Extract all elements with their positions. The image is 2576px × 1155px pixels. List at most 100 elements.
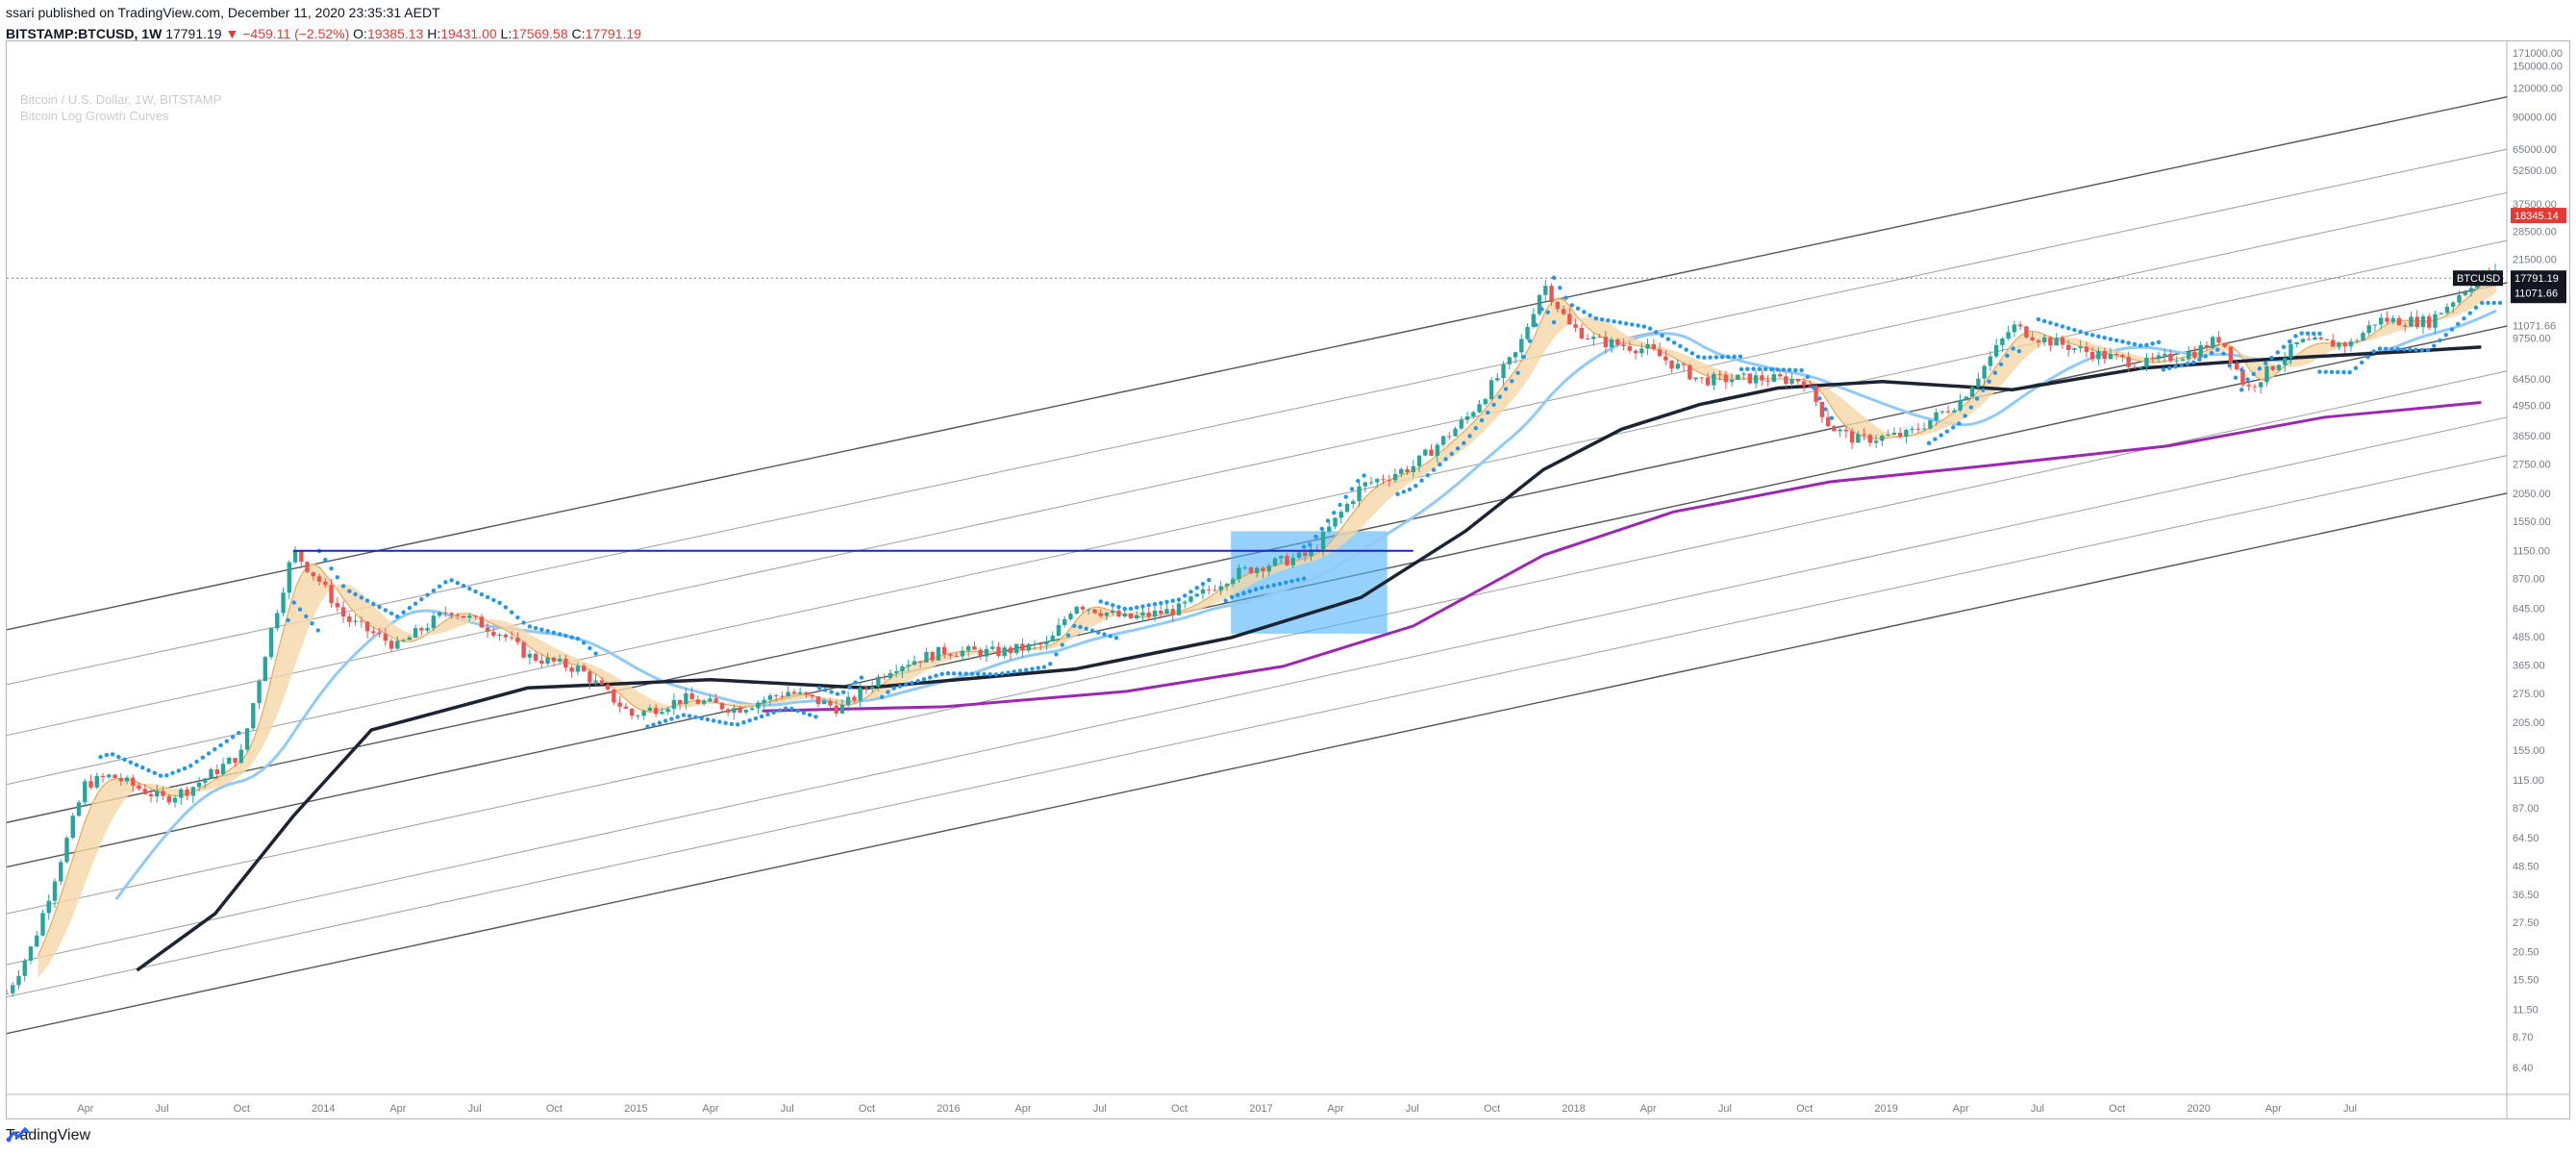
candle-body — [244, 728, 250, 750]
time-tick-label: Jul — [2031, 1103, 2044, 1115]
candle-body — [371, 631, 376, 634]
sar-dot — [551, 630, 557, 636]
candle-body — [1237, 567, 1241, 580]
candle-body — [2174, 361, 2179, 363]
candle-body — [876, 676, 881, 688]
sar-dot — [771, 710, 776, 715]
candle-body — [1993, 344, 1999, 357]
sar-dot — [146, 767, 151, 773]
candle-body — [1002, 647, 1007, 656]
price-chart[interactable]: 171000.00 150000.00 120000.00 90000.00 65000… — [7, 41, 2569, 1118]
candle-body — [515, 638, 520, 642]
sar-dot — [2317, 369, 2322, 374]
candle-body — [936, 646, 941, 661]
candle-body — [2276, 364, 2282, 370]
time-tick-label: Oct — [1171, 1103, 1188, 1115]
sar-dot — [1719, 355, 1725, 360]
candle-body — [588, 671, 592, 683]
time-tick-label: Jul — [781, 1103, 794, 1115]
sar-dot — [759, 714, 764, 719]
sar-dot — [765, 712, 770, 717]
candle-body — [2385, 317, 2389, 322]
sar-dot — [1981, 388, 1986, 392]
candle-body — [527, 653, 533, 658]
candle-body — [251, 703, 256, 729]
price-tick-label: 65000.00 — [2513, 144, 2557, 156]
sar-dot — [104, 752, 109, 758]
candle-body — [1856, 434, 1861, 443]
sar-dot — [2377, 346, 2383, 351]
sar-dot — [886, 690, 890, 694]
candle-body — [773, 695, 779, 697]
candle-body — [2438, 313, 2443, 314]
candle-body — [220, 764, 226, 774]
growth-curve — [7, 191, 2508, 737]
price-tick-label: 15.50 — [2513, 974, 2539, 986]
candle-body — [431, 615, 437, 629]
time-tick-label: Jul — [468, 1103, 482, 1115]
time-tick-label: Apr — [702, 1103, 718, 1115]
sar-dot — [1787, 367, 1792, 372]
candle-body — [713, 698, 718, 703]
price-badge-label: 18345.14 — [2514, 211, 2559, 222]
candle-body — [485, 627, 490, 632]
sar-dot — [2016, 349, 2022, 354]
candle-body — [1838, 429, 1842, 432]
sar-dot — [98, 754, 103, 760]
sar-dot — [2299, 331, 2304, 336]
candle-body — [1176, 603, 1182, 615]
candle-body — [1880, 436, 1885, 441]
candle-body — [1218, 586, 1223, 591]
price-tick-label: 115.00 — [2513, 775, 2544, 787]
price-change: ▼ −459.11 (−2.52%) — [225, 26, 350, 41]
sar-dot — [2341, 369, 2346, 375]
candle-body — [11, 985, 15, 993]
candle-body — [869, 687, 875, 690]
sar-dot — [2281, 344, 2287, 349]
candle-body — [1405, 468, 1410, 472]
price-tick-label: 275.00 — [2513, 689, 2545, 700]
sar-dot — [110, 752, 115, 757]
candle-body — [1020, 643, 1025, 651]
sar-dot — [816, 686, 822, 690]
price-badge-label: BTCUSD — [2457, 273, 2500, 285]
candle-body — [581, 665, 587, 672]
sar-dot — [449, 578, 454, 583]
sar-dot — [467, 586, 472, 591]
sar-dot — [2413, 347, 2418, 352]
chart-frame[interactable]: Bitcoin / U.S. Dollar, 1W, BITSTAMP Bitc… — [6, 40, 2570, 1119]
sar-dot — [2203, 354, 2208, 359]
candle-body — [852, 696, 857, 701]
sar-dot — [2227, 364, 2232, 368]
candle-body — [893, 671, 899, 673]
sar-dot — [164, 773, 169, 778]
sar-dot — [1684, 347, 1688, 352]
candle-body — [76, 802, 82, 816]
sar-dot — [1974, 396, 1980, 401]
candle-body — [1657, 349, 1663, 357]
growth-curve — [7, 239, 2508, 786]
sar-dot — [2156, 339, 2162, 344]
candle-body — [2403, 325, 2408, 327]
sar-dot — [2245, 377, 2250, 382]
sar-dot — [1164, 599, 1169, 605]
sar-dot — [1545, 310, 1551, 314]
sar-dot — [194, 759, 199, 765]
candle-body — [1928, 420, 1933, 429]
candle-body — [2000, 339, 2005, 345]
sar-dot — [2144, 342, 2149, 347]
ohlc-line: BITSTAMP:BTCUSD, 1W 17791.19 ▼ −459.11 (… — [6, 23, 641, 44]
sar-dot — [910, 680, 914, 686]
candle-body — [1411, 465, 1415, 472]
sar-dot — [1612, 319, 1616, 324]
candle-body — [2294, 341, 2299, 344]
sar-dot — [1170, 598, 1175, 603]
candle-body — [2264, 365, 2269, 383]
sar-dot — [1271, 583, 1276, 588]
sar-dot — [533, 625, 538, 631]
sar-dot — [777, 708, 783, 713]
footer-brand[interactable]: TradingView — [6, 1127, 90, 1144]
candle-body — [275, 613, 280, 629]
candle-body — [984, 648, 989, 657]
sar-dot — [1636, 323, 1640, 328]
